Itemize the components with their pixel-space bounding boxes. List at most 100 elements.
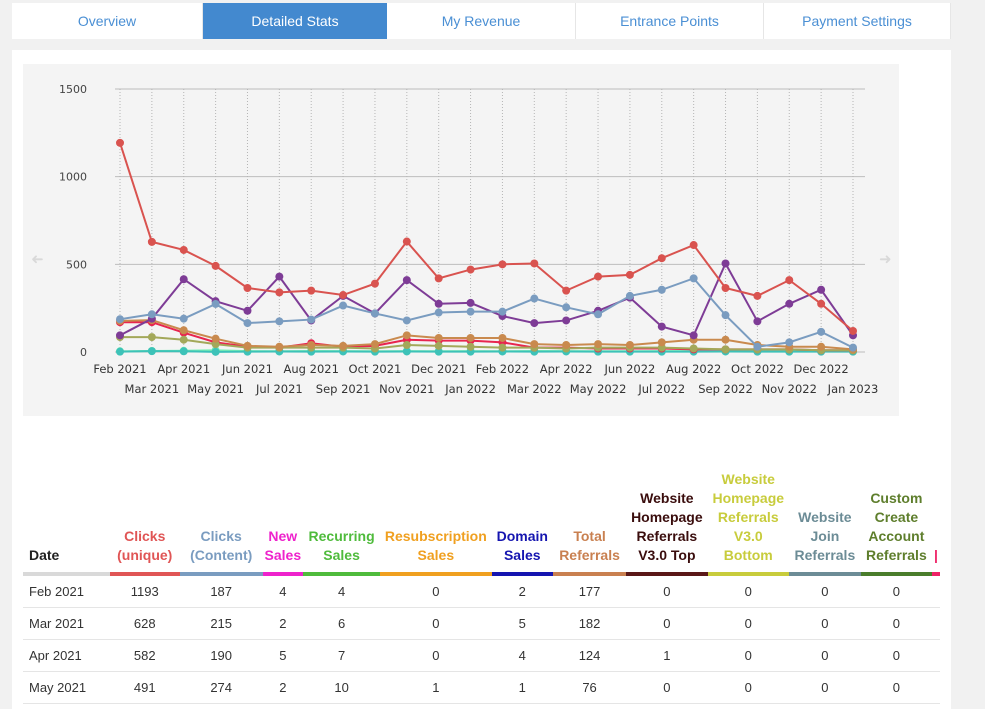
tab-payment-settings[interactable]: Payment Settings: [764, 3, 951, 39]
data-point: [721, 311, 730, 320]
column-header-line: Homepage: [631, 509, 703, 525]
cell-empty: [931, 607, 940, 640]
column-header-total-referrals[interactable]: Total Referrals: [552, 470, 627, 576]
column-header-line: Referrals: [717, 509, 779, 525]
data-point: [817, 285, 826, 294]
column-header-line: Sales: [264, 547, 302, 563]
column-header-line: |: [934, 547, 938, 563]
data-point: [530, 259, 539, 268]
cell-value: 10: [303, 671, 381, 704]
cell-value: 0: [626, 671, 708, 704]
cell-value: 0: [860, 607, 932, 640]
tab-overview[interactable]: Overview: [12, 3, 203, 39]
column-header-line: Total: [573, 528, 606, 544]
column-header-line: Sales: [323, 547, 360, 563]
data-point: [179, 326, 188, 335]
data-point: [307, 340, 316, 349]
data-point: [498, 343, 507, 352]
table-row: May 2021 491 274 2 10 1 1 76 0 0 0 0: [23, 671, 940, 704]
data-point: [434, 274, 443, 283]
cell-value: 2: [262, 671, 304, 704]
cell-value: 0: [707, 607, 789, 640]
column-header-line: V3.0: [733, 528, 763, 544]
data-point: [275, 342, 284, 351]
data-point: [466, 298, 475, 307]
x-tick-label: Oct 2022: [731, 362, 784, 376]
x-tick-label: Sep 2021: [316, 382, 371, 396]
next-arrow-icon[interactable]: ➜: [879, 251, 892, 268]
column-header-clicks-unique[interactable]: Clicks (unique): [109, 470, 180, 576]
data-point: [339, 291, 348, 300]
data-point: [466, 333, 475, 342]
data-point: [721, 345, 730, 354]
data-point: [402, 347, 411, 356]
data-point: [530, 319, 539, 328]
data-point: [721, 284, 730, 293]
cell-value: 274: [179, 671, 263, 704]
cell-value: 182: [552, 607, 627, 640]
x-tick-label: Aug 2022: [666, 362, 721, 376]
column-header-web-home-bottom[interactable]: Website Homepage Referrals V3.0 Bottom: [707, 470, 789, 576]
data-point: [689, 274, 698, 283]
column-header-domain-sales[interactable]: Domain Sales: [491, 470, 553, 576]
data-point: [179, 347, 188, 356]
column-header-line: Join: [810, 528, 840, 544]
cell-value: 1: [626, 639, 708, 672]
data-point: [211, 299, 220, 308]
data-point: [498, 333, 507, 342]
data-point: [753, 317, 762, 326]
column-header-new-sales[interactable]: New Sales: [262, 470, 304, 576]
data-point: [466, 307, 475, 316]
column-header-web-home-top[interactable]: Website Homepage Referrals V3.0 Top: [626, 470, 708, 576]
data-point: [530, 294, 539, 303]
data-point: [275, 288, 284, 297]
data-point: [625, 270, 634, 279]
x-tick-label: Mar 2021: [125, 382, 180, 396]
column-header-web-join[interactable]: Website Join Referrals: [788, 470, 861, 576]
column-header-custom-create[interactable]: Custom Create Account Referrals: [860, 470, 932, 576]
data-point: [594, 340, 603, 349]
series-line: [119, 277, 854, 349]
cell-value: 1193: [109, 574, 180, 608]
data-point: [434, 341, 443, 350]
column-header-line: V3.0 Top: [638, 547, 696, 563]
data-point: [339, 301, 348, 310]
data-point: [562, 286, 571, 295]
column-header-resub-sales[interactable]: Resubscription Sales: [380, 470, 492, 576]
column-header-extra[interactable]: |: [931, 470, 940, 576]
x-tick-label: Jun 2021: [221, 362, 273, 376]
data-point: [370, 309, 379, 318]
data-point: [753, 291, 762, 300]
x-tick-label: Dec 2021: [411, 362, 466, 376]
data-point: [594, 310, 603, 319]
column-header-recurring-sales[interactable]: Recurring Sales: [303, 470, 381, 576]
data-point: [657, 338, 666, 347]
cell-value: 2: [491, 574, 553, 608]
tab-my-revenue[interactable]: My Revenue: [387, 3, 576, 39]
data-point: [721, 335, 730, 344]
cell-value: 76: [552, 671, 627, 704]
column-header-clicks-content[interactable]: Clicks (Content): [179, 470, 263, 576]
data-point: [466, 265, 475, 274]
cell-value: 491: [109, 671, 180, 704]
y-tick-label: 1000: [59, 171, 87, 184]
table-header-row: Date Clicks (unique) Clicks (Content) New Sale…: [23, 470, 940, 576]
column-header-date[interactable]: Date: [23, 470, 110, 576]
series-line: [119, 350, 853, 353]
data-point: [211, 261, 220, 270]
x-tick-label: Feb 2021: [93, 362, 146, 376]
column-header-line: Sales: [417, 547, 455, 563]
data-point: [116, 331, 124, 340]
data-point: [849, 326, 857, 335]
data-point: [434, 299, 443, 308]
data-point: [402, 237, 411, 246]
cell-value: 4: [262, 574, 304, 608]
data-point: [179, 245, 188, 254]
x-tick-label: Dec 2022: [794, 362, 849, 376]
cell-value: 0: [626, 607, 708, 640]
tab-entrance-points[interactable]: Entrance Points: [576, 3, 764, 39]
tab-detailed-stats[interactable]: Detailed Stats: [203, 3, 387, 39]
data-point: [562, 340, 571, 349]
cell-value: 215: [179, 607, 263, 640]
cell-value: 0: [788, 639, 861, 672]
